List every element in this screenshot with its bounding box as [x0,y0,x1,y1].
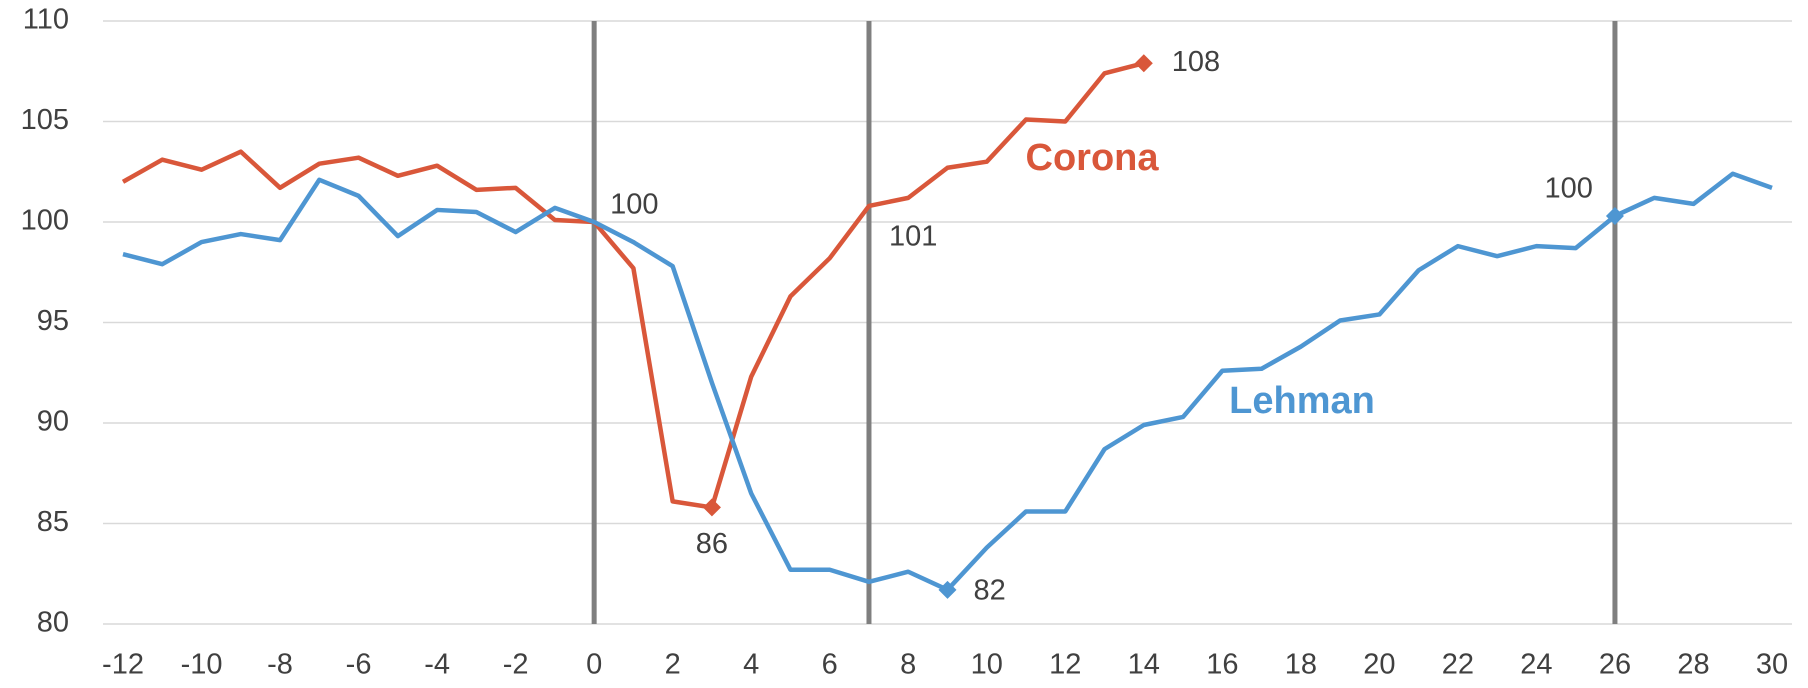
x-tick-label: -8 [267,649,293,681]
x-tick-label: 24 [1520,649,1552,681]
annotation: 108 [1172,46,1220,78]
x-tick-label: 20 [1363,649,1395,681]
x-tick-label: 30 [1756,649,1788,681]
series-line [121,61,1145,510]
series-label: Lehman [1229,380,1375,422]
point-marker [938,580,957,599]
x-tick-label: 12 [1049,649,1081,681]
x-tick-label: 2 [665,649,681,681]
x-tick-label: 22 [1442,649,1474,681]
x-tick-label: 6 [822,649,838,681]
y-tick-label: 80 [37,607,69,639]
x-tick-label: 4 [743,649,759,681]
annotation: 100 [610,189,658,221]
y-tick-label: 100 [21,205,69,237]
x-tick-label: -2 [503,649,529,681]
annotation: 100 [1545,173,1593,205]
x-tick-label: -12 [102,649,144,681]
x-tick-label: -10 [181,649,223,681]
point-marker [1134,54,1153,73]
x-tick-label: 18 [1285,649,1317,681]
y-tick-label: 85 [37,506,69,538]
point-marker [1605,206,1624,225]
x-tick-label: 10 [971,649,1003,681]
series-label: Corona [1026,137,1160,179]
x-tick-label: 26 [1599,649,1631,681]
x-tick-label: 8 [900,649,916,681]
annotation: 86 [696,528,728,560]
point-marker [702,498,721,517]
series-line [122,171,1773,593]
x-tick-label: -4 [424,649,450,681]
y-tick-label: 90 [37,406,69,438]
y-tick-label: 110 [23,4,69,36]
x-tick-label: 16 [1206,649,1238,681]
annotation: 101 [889,221,937,253]
x-tick-label: 0 [586,649,602,681]
x-tick-label: 28 [1677,649,1709,681]
x-tick-label: -6 [346,649,372,681]
x-tick-label: 14 [1128,649,1160,681]
annotation: 82 [974,574,1006,606]
y-tick-label: 105 [21,104,69,136]
y-tick-label: 95 [37,305,69,337]
